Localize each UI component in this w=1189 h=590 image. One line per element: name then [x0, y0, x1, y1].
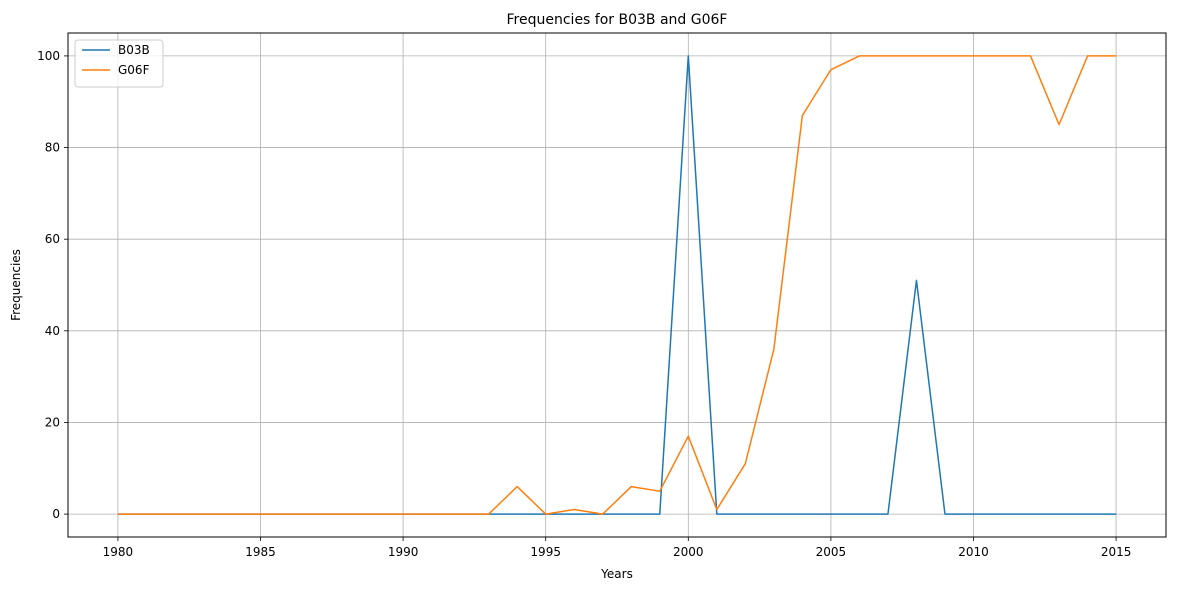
chart-title: Frequencies for B03B and G06F	[507, 12, 728, 28]
legend: B03B G06F	[74, 39, 164, 88]
series-lines	[117, 55, 1117, 515]
plot-frame	[67, 32, 1167, 538]
x-tick-label: 1980	[103, 545, 134, 559]
y-axis: 0 20 40 60 80 100	[37, 49, 68, 521]
y-tick-label: 60	[45, 232, 60, 246]
y-tick-label: 80	[45, 141, 60, 155]
x-tick-label: 2000	[673, 545, 704, 559]
x-tick-label: 2005	[816, 545, 847, 559]
x-axis: 1980 1985 1990 1995 2000 2005 2010 2015	[103, 537, 1132, 559]
y-tick-label: 100	[37, 49, 60, 63]
x-tick-label: 2010	[958, 545, 989, 559]
x-tick-label: 1995	[530, 545, 561, 559]
y-tick-label: 0	[52, 507, 60, 521]
legend-box	[74, 39, 164, 88]
y-axis-label: Frequencies	[9, 249, 23, 321]
legend-label-b03b: B03B	[118, 43, 150, 57]
x-tick-label: 2015	[1101, 545, 1132, 559]
grid-lines	[68, 33, 1166, 537]
x-tick-label: 1990	[388, 545, 419, 559]
series-line-b03b	[117, 55, 1117, 515]
y-tick-label: 20	[45, 415, 60, 429]
series-line-g06f	[117, 55, 1117, 515]
y-tick-label: 40	[45, 324, 60, 338]
x-tick-label: 1985	[245, 545, 276, 559]
x-axis-label: Years	[600, 567, 633, 581]
legend-label-g06f: G06F	[118, 63, 150, 77]
